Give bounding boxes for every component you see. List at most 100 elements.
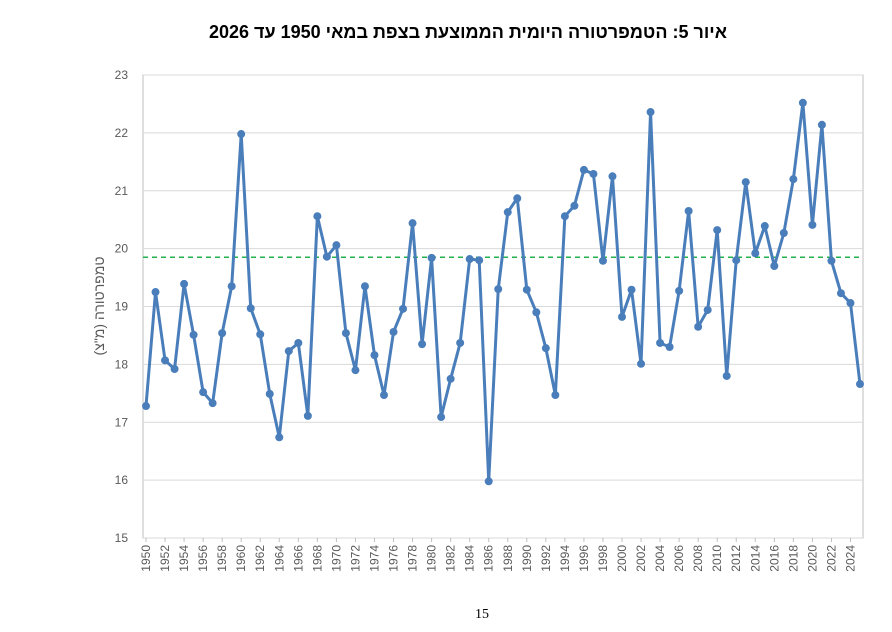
data-point: [199, 388, 208, 397]
data-point: [741, 178, 750, 187]
data-point: [437, 413, 446, 422]
x-tick-label: 2016: [767, 545, 781, 572]
x-tick-label: 1954: [177, 545, 191, 572]
data-point: [675, 286, 684, 295]
data-point: [779, 228, 788, 237]
x-tick-label: 1966: [291, 545, 305, 572]
data-point: [246, 304, 255, 313]
data-point: [332, 241, 341, 250]
data-point: [656, 338, 665, 347]
x-tick-label: 2012: [729, 545, 743, 572]
y-tick-label: 21: [115, 184, 129, 198]
x-tick-label: 1972: [348, 545, 362, 572]
data-point: [751, 249, 760, 258]
data-point: [570, 201, 579, 210]
x-tick-label: 2014: [748, 545, 762, 572]
x-tick-label: 1950: [139, 545, 153, 572]
page-number: 15: [475, 607, 489, 622]
data-point: [303, 411, 312, 420]
x-tick-label: 1978: [406, 545, 420, 572]
data-point: [694, 322, 703, 331]
y-tick-label: 15: [115, 531, 129, 545]
data-point: [789, 175, 798, 184]
data-point: [180, 279, 189, 288]
x-tick-label: 1982: [444, 545, 458, 572]
y-axis-label: טמפרטורה (מ"צ): [91, 257, 107, 356]
x-tick-label: 2010: [710, 545, 724, 572]
data-point: [284, 347, 293, 356]
x-tick-label: 1970: [329, 545, 343, 572]
data-point: [551, 391, 560, 400]
data-point: [151, 288, 160, 297]
x-tick-label: 1988: [501, 545, 515, 572]
data-point: [608, 172, 617, 181]
data-point: [598, 256, 607, 265]
data-point: [713, 226, 722, 235]
data-point: [237, 130, 246, 139]
x-tick-label: 1956: [196, 545, 210, 572]
x-tick-label: 2004: [653, 545, 667, 572]
data-point: [313, 212, 322, 221]
data-point: [494, 285, 503, 294]
data-point: [637, 359, 646, 368]
y-tick-label: 18: [115, 357, 129, 371]
x-tick-label: 1980: [425, 545, 439, 572]
chart-title: איור 5: הטמפרטורה היומית הממוצעת בצפת במ…: [209, 22, 727, 42]
y-tick-label: 20: [115, 242, 129, 256]
data-point: [684, 207, 693, 216]
data-point: [465, 255, 474, 264]
data-point: [722, 371, 731, 380]
data-point: [589, 169, 598, 178]
data-point: [418, 340, 427, 349]
data-point: [522, 285, 531, 294]
data-point: [389, 327, 398, 336]
x-tick-label: 1984: [463, 545, 477, 572]
data-point: [856, 380, 864, 389]
data-point: [208, 399, 217, 408]
data-point: [560, 212, 569, 221]
x-tick-label: 1996: [577, 545, 591, 572]
data-point: [265, 389, 274, 398]
data-point: [408, 219, 417, 228]
data-point: [170, 365, 179, 374]
y-tick-label: 17: [115, 415, 129, 429]
data-point: [380, 391, 388, 400]
x-tick-label: 1994: [558, 545, 572, 572]
data-point: [341, 329, 350, 338]
x-tick-label: 2006: [672, 545, 686, 572]
x-tick-label: 2022: [824, 545, 838, 572]
x-tick-label: 1960: [234, 545, 248, 572]
x-tick-label: 2024: [843, 545, 857, 572]
data-point: [817, 120, 826, 129]
data-point: [760, 222, 769, 231]
data-point: [351, 366, 360, 375]
x-tick-label: 2008: [691, 545, 705, 572]
x-tick-label: 1998: [596, 545, 610, 572]
x-tick-label: 1952: [158, 545, 172, 572]
data-point: [532, 308, 541, 317]
data-point: [484, 477, 493, 486]
data-point: [161, 356, 170, 365]
data-point: [770, 261, 779, 270]
data-point: [189, 330, 198, 339]
data-point: [256, 330, 265, 339]
y-tick-label: 22: [115, 126, 129, 140]
data-point: [618, 312, 626, 321]
x-tick-label: 2002: [634, 545, 648, 572]
data-point: [827, 256, 836, 265]
x-tick-label: 1964: [272, 545, 286, 572]
y-tick-label: 23: [115, 68, 129, 82]
data-point: [475, 256, 484, 265]
data-point: [836, 289, 845, 298]
x-tick-label: 2018: [786, 545, 800, 572]
data-point: [399, 304, 408, 313]
data-point: [142, 402, 150, 411]
data-point: [513, 194, 522, 203]
data-point: [846, 299, 855, 308]
data-point: [541, 344, 550, 353]
data-point: [456, 338, 465, 347]
data-point: [503, 208, 512, 217]
data-point: [798, 98, 807, 107]
data-point: [703, 305, 712, 314]
